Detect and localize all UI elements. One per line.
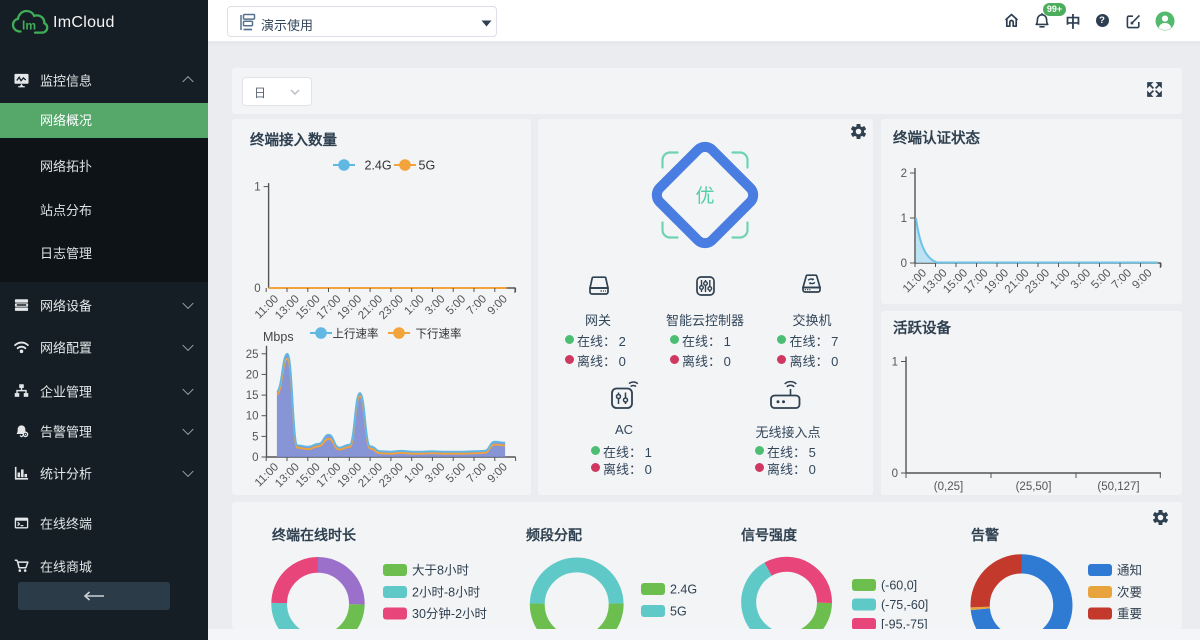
svg-text:(0,25]: (0,25] (934, 481, 963, 493)
svg-text:1:00: 1:00 (402, 293, 426, 317)
svg-text:[-95,-75]: [-95,-75] (881, 618, 928, 630)
svg-text:7:00: 7:00 (465, 293, 489, 317)
svg-text:30分钟-2小时: 30分钟-2小时 (412, 606, 488, 621)
svg-text:2.4G: 2.4G (365, 159, 392, 173)
svg-text:9:00: 9:00 (1130, 267, 1154, 291)
svg-text:lm: lm (22, 19, 36, 33)
svg-text:0: 0 (252, 452, 258, 464)
svg-text:10: 10 (246, 411, 259, 423)
svg-text:20: 20 (246, 369, 259, 381)
svg-text:15: 15 (246, 390, 259, 402)
svg-text:重要: 重要 (1117, 606, 1142, 621)
svg-text:(-60,0]: (-60,0] (881, 579, 917, 593)
svg-text:1: 1 (901, 213, 907, 225)
svg-text:2: 2 (901, 168, 907, 180)
svg-text:0: 0 (892, 468, 898, 480)
svg-text:(50,127]: (50,127] (1097, 481, 1139, 493)
svg-text:0: 0 (254, 283, 260, 295)
svg-text:2小时-8小时: 2小时-8小时 (412, 586, 481, 600)
svg-text:23:00: 23:00 (377, 293, 406, 322)
svg-text:5:00: 5:00 (444, 293, 468, 317)
svg-text:3:00: 3:00 (423, 293, 447, 317)
svg-text:5G: 5G (670, 605, 687, 619)
svg-text:23:00: 23:00 (377, 461, 406, 490)
svg-text:5:00: 5:00 (444, 461, 468, 485)
svg-text:活跃设备: 活跃设备 (893, 319, 951, 337)
svg-text:1:00: 1:00 (1048, 267, 1072, 291)
svg-text:3:00: 3:00 (423, 461, 447, 485)
svg-text:1: 1 (254, 182, 260, 194)
svg-text:5: 5 (252, 431, 258, 443)
svg-text:大于8小时: 大于8小时 (412, 564, 469, 578)
svg-text:通知: 通知 (1117, 564, 1142, 578)
svg-text:5G: 5G (419, 159, 436, 173)
svg-text:次要: 次要 (1117, 586, 1142, 600)
svg-text:9:00: 9:00 (486, 461, 510, 485)
svg-text:3:00: 3:00 (1069, 267, 1093, 291)
svg-text:7:00: 7:00 (465, 461, 489, 485)
svg-text:(-75,-60]: (-75,-60] (881, 598, 928, 612)
svg-text:(25,50]: (25,50] (1016, 481, 1052, 493)
svg-text:下行速率: 下行速率 (416, 327, 462, 341)
svg-text:Mbps: Mbps (263, 330, 294, 344)
svg-text:7:00: 7:00 (1110, 267, 1134, 291)
svg-text:1:00: 1:00 (402, 461, 426, 485)
svg-text:0: 0 (901, 258, 907, 270)
svg-text:2.4G: 2.4G (670, 583, 697, 597)
svg-text:上行速率: 上行速率 (333, 327, 379, 341)
svg-text:1: 1 (892, 357, 898, 369)
svg-text:25: 25 (246, 349, 259, 361)
svg-text:9:00: 9:00 (486, 293, 510, 317)
svg-text:终端认证状态: 终端认证状态 (893, 129, 980, 147)
svg-text:23:00: 23:00 (1023, 267, 1052, 296)
svg-text:5:00: 5:00 (1089, 267, 1113, 291)
svg-text:终端接入数量: 终端接入数量 (250, 131, 337, 149)
